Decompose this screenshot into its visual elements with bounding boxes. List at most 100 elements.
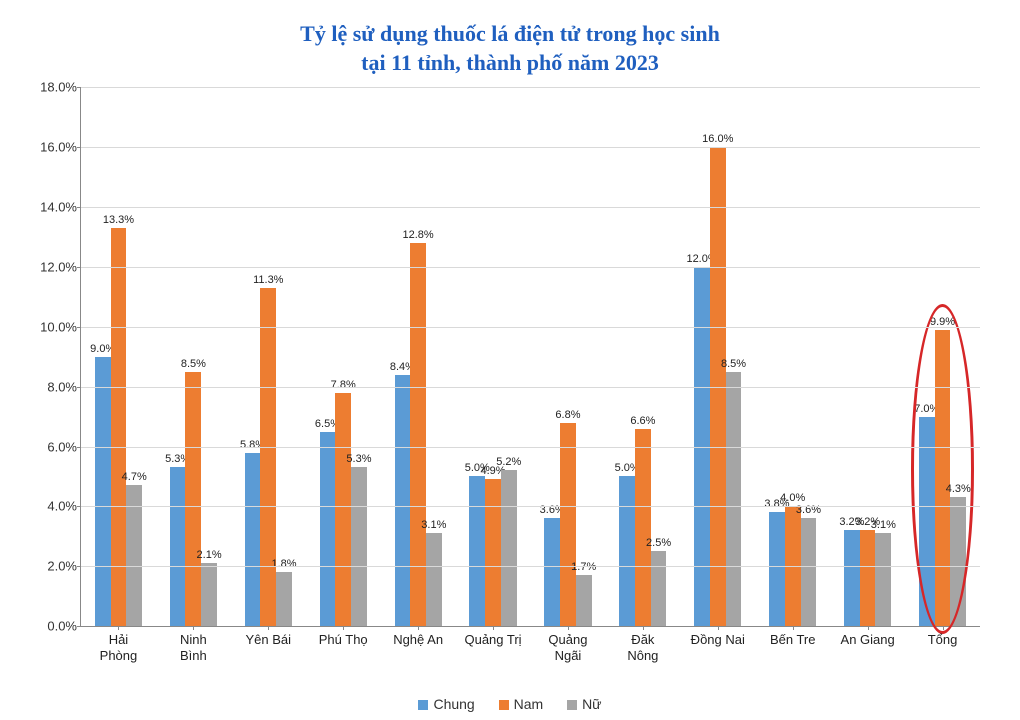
bar-value-label: 16.0% bbox=[702, 133, 733, 145]
ytick-mark bbox=[77, 506, 81, 507]
bar bbox=[935, 330, 951, 626]
ytick-mark bbox=[77, 267, 81, 268]
legend-label-nu: Nữ bbox=[582, 696, 601, 712]
gridline bbox=[81, 566, 980, 567]
bar-value-label: 8.5% bbox=[721, 358, 746, 370]
bar bbox=[544, 518, 560, 626]
bar-value-label: 4.3% bbox=[946, 483, 971, 495]
gridline bbox=[81, 87, 980, 88]
xtick-label: Yên Bái bbox=[246, 632, 292, 648]
bar-value-label: 6.8% bbox=[555, 409, 580, 421]
bar-group: 5.3%8.5%2.1% bbox=[156, 87, 231, 626]
ytick-mark bbox=[77, 447, 81, 448]
bar bbox=[95, 357, 111, 627]
bar bbox=[651, 551, 667, 626]
ytick-mark bbox=[77, 626, 81, 627]
bar bbox=[320, 432, 336, 627]
bar-value-label: 2.5% bbox=[646, 537, 671, 549]
bar-group: 7.0%9.9%4.3% bbox=[905, 87, 980, 626]
bar bbox=[501, 470, 517, 626]
bar bbox=[950, 497, 966, 626]
title-line-2: tại 11 tỉnh, thành phố năm 2023 bbox=[361, 50, 659, 75]
xtick-mark bbox=[418, 626, 419, 630]
legend-swatch-nu bbox=[567, 700, 577, 710]
ytick-label: 2.0% bbox=[33, 559, 77, 574]
xtick-mark bbox=[493, 626, 494, 630]
bar-value-label: 8.5% bbox=[181, 358, 206, 370]
bar bbox=[170, 467, 186, 626]
bar-group: 3.6%6.8%1.7% bbox=[531, 87, 606, 626]
bar bbox=[469, 476, 485, 626]
bar-value-label: 4.7% bbox=[122, 471, 147, 483]
bar-value-label: 7.8% bbox=[331, 379, 356, 391]
xtick-label: Bến Tre bbox=[770, 632, 816, 648]
ytick-label: 14.0% bbox=[33, 199, 77, 214]
bar bbox=[351, 467, 367, 626]
bar-value-label: 5.3% bbox=[346, 453, 371, 465]
xtick-mark bbox=[793, 626, 794, 630]
bar bbox=[245, 453, 261, 627]
xtick-mark bbox=[643, 626, 644, 630]
xtick-label: Tổng bbox=[928, 632, 958, 648]
bar-group: 9.0%13.3%4.7% bbox=[81, 87, 156, 626]
bar-value-label: 1.8% bbox=[271, 558, 296, 570]
chart-title: Tỷ lệ sử dụng thuốc lá điện tử trong học… bbox=[30, 20, 990, 77]
bar bbox=[485, 479, 501, 626]
gridline bbox=[81, 506, 980, 507]
ytick-mark bbox=[77, 566, 81, 567]
legend-item-chung: Chung bbox=[418, 696, 474, 712]
plot-area: 9.0%13.3%4.7%5.3%8.5%2.1%5.8%11.3%1.8%6.… bbox=[80, 87, 980, 627]
bar bbox=[769, 512, 785, 626]
xtick-label: Đăk Nông bbox=[627, 632, 658, 663]
ytick-label: 16.0% bbox=[33, 140, 77, 155]
gridline bbox=[81, 327, 980, 328]
xtick-mark bbox=[268, 626, 269, 630]
bar bbox=[185, 372, 201, 627]
ytick-label: 18.0% bbox=[33, 80, 77, 95]
xtick-mark bbox=[868, 626, 869, 630]
legend-label-nam: Nam bbox=[514, 696, 544, 712]
legend-label-chung: Chung bbox=[433, 696, 474, 712]
bar bbox=[576, 575, 592, 626]
bar-group: 5.0%4.9%5.2% bbox=[456, 87, 531, 626]
bar-group: 12.0%16.0%8.5% bbox=[680, 87, 755, 626]
xtick-label: Hải Phòng bbox=[100, 632, 138, 663]
xtick-label: Quảng Trị bbox=[464, 632, 521, 648]
bar-group: 5.0%6.6%2.5% bbox=[605, 87, 680, 626]
legend: Chung Nam Nữ bbox=[0, 696, 1020, 712]
bar bbox=[635, 429, 651, 627]
bar bbox=[801, 518, 817, 626]
bar-value-label: 12.8% bbox=[403, 229, 434, 241]
xtick-label: Đồng Nai bbox=[691, 632, 745, 648]
ytick-label: 12.0% bbox=[33, 259, 77, 274]
bar bbox=[844, 530, 860, 626]
bar-group: 3.2%3.2%3.1% bbox=[830, 87, 905, 626]
ytick-label: 8.0% bbox=[33, 379, 77, 394]
xtick-mark bbox=[193, 626, 194, 630]
bar bbox=[619, 476, 635, 626]
gridline bbox=[81, 267, 980, 268]
legend-item-nam: Nam bbox=[499, 696, 544, 712]
bar bbox=[875, 533, 891, 626]
ytick-label: 10.0% bbox=[33, 319, 77, 334]
bar-value-label: 11.3% bbox=[253, 274, 283, 286]
bar bbox=[335, 393, 351, 627]
xtick-mark bbox=[343, 626, 344, 630]
gridline bbox=[81, 447, 980, 448]
bars-layer: 9.0%13.3%4.7%5.3%8.5%2.1%5.8%11.3%1.8%6.… bbox=[81, 87, 980, 626]
bar-value-label: 3.1% bbox=[871, 519, 896, 531]
bar-group: 8.4%12.8%3.1% bbox=[381, 87, 456, 626]
bar bbox=[276, 572, 292, 626]
ytick-mark bbox=[77, 327, 81, 328]
xtick-label: Ninh Bình bbox=[180, 632, 207, 663]
ytick-label: 6.0% bbox=[33, 439, 77, 454]
bar-value-label: 3.1% bbox=[421, 519, 446, 531]
bar-value-label: 4.0% bbox=[780, 492, 805, 504]
bar-value-label: 6.6% bbox=[630, 415, 655, 427]
xtick-label: Phú Thọ bbox=[319, 632, 368, 648]
ytick-mark bbox=[77, 387, 81, 388]
bar-value-label: 13.3% bbox=[103, 214, 134, 226]
legend-item-nu: Nữ bbox=[567, 696, 601, 712]
gridline bbox=[81, 387, 980, 388]
ytick-mark bbox=[77, 87, 81, 88]
